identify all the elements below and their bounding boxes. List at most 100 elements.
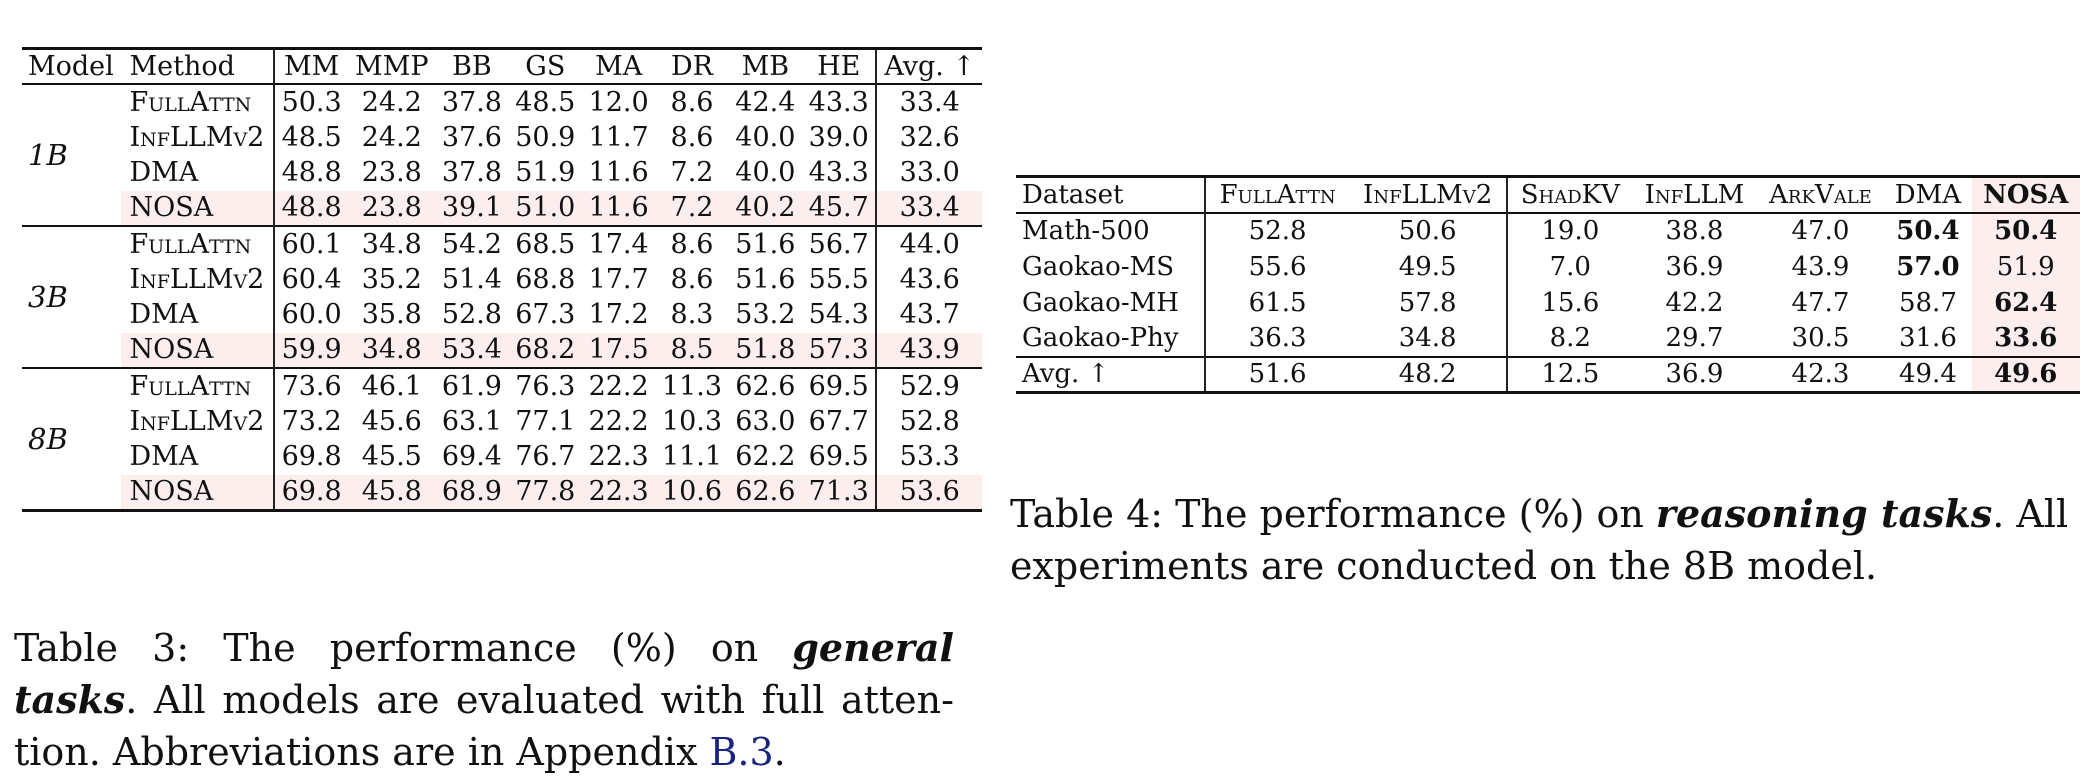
avg-cell: 33.4 <box>875 190 982 226</box>
table-cell: 56.7 <box>808 228 869 260</box>
table-cell: 49.6 <box>1971 356 2080 393</box>
method-label: InfLLMv2 <box>129 263 265 295</box>
table-cell: 48.5 <box>515 86 576 118</box>
caption-emphasis: general <box>792 625 954 670</box>
header-dataset: Dataset <box>1022 179 1124 210</box>
table-cell: 10.6 <box>655 474 729 510</box>
method-label: DMA <box>129 299 199 331</box>
table-cell: 69.8 <box>272 439 349 475</box>
table-cell: 76.3 <box>515 370 576 402</box>
header-col: DR <box>671 51 713 82</box>
table-cell: 34.8 <box>348 332 436 368</box>
table-row: NOSA 69.8 45.8 68.9 77.8 22.3 10.6 62.6 71.3 53.6 <box>22 474 982 510</box>
table-cell: 42.3 <box>1791 359 1850 390</box>
table-cell: 19.0 <box>1506 212 1633 249</box>
table-cell: 60.0 <box>272 297 349 333</box>
model-label: 3B <box>28 280 68 314</box>
method-label: NOSA <box>121 190 274 226</box>
table-cell: 57.8 <box>1398 287 1457 318</box>
table-cell: 8.6 <box>670 121 714 153</box>
table-cell: 51.6 <box>735 228 796 260</box>
avg-cell: 52.8 <box>875 403 982 439</box>
table-cell: 50.4 <box>1896 216 1960 246</box>
table-cell: 42.2 <box>1665 287 1724 318</box>
table-cell: 58.7 <box>1898 287 1957 318</box>
table-cell: 62.2 <box>735 441 796 473</box>
table-cell: 51.0 <box>508 190 582 226</box>
header-col: MM <box>272 48 349 84</box>
table-cell: 8.3 <box>670 299 714 331</box>
avg-cell: 53.3 <box>875 439 982 475</box>
table-cell: 39.1 <box>435 190 509 226</box>
header-col: MB <box>741 51 790 82</box>
table-cell: 50.9 <box>515 121 576 153</box>
table-cell: 63.1 <box>441 405 502 437</box>
table-4-header-row: Dataset FullAttn InfLLMv2 ShadKV InfLLM … <box>1016 176 2080 213</box>
table-row: 8B FullAttn 73.6 46.1 61.9 76.3 22.2 11.3 62.6 69… <box>22 368 982 456</box>
table-cell: 11.3 <box>661 370 723 402</box>
avg-cell: 43.6 <box>875 261 982 297</box>
table-cell: 69.4 <box>441 441 502 473</box>
table-cell: 17.4 <box>588 228 649 260</box>
table-cell: 61.9 <box>441 370 502 402</box>
table-cell: 11.7 <box>588 121 649 153</box>
caption-text: . All experiments are conducted on the 8… <box>1010 492 2069 588</box>
avg-cell: 33.0 <box>875 155 982 191</box>
table-cell: 43.3 <box>808 157 869 189</box>
header-avg: Avg. ↑ <box>875 48 982 84</box>
header-col: FullAttn <box>1204 176 1349 213</box>
table-cell: 55.6 <box>1204 248 1349 285</box>
header-col: BB <box>452 51 492 82</box>
table-cell: 35.2 <box>361 263 422 295</box>
table-cell: 24.2 <box>361 86 422 118</box>
table-row: Avg. ↑ 51.6 48.2 12.5 36.9 42.3 49.4 49.6 <box>1016 356 2080 393</box>
table-4-body: Math-500 52.8 50.6 19.0 38.8 47.0 50.4 50.4 Gaok… <box>1016 212 2080 393</box>
appendix-link[interactable]: B.3 <box>709 730 774 774</box>
table-cell: 50.4 <box>1971 212 2080 249</box>
avg-cell: 43.7 <box>875 297 982 333</box>
header-col-nosa: NOSA <box>1971 176 2080 213</box>
table-cell: 54.3 <box>808 299 869 331</box>
table-cell: 69.8 <box>272 474 349 510</box>
table-cell: 40.2 <box>728 190 803 226</box>
table-cell: 62.4 <box>1971 284 2080 321</box>
table-cell: 51.6 <box>1204 356 1349 393</box>
table-cell: 48.5 <box>272 119 349 155</box>
table-cell: 50.6 <box>1398 216 1457 246</box>
table-cell: 37.6 <box>441 121 502 153</box>
table-cell: 51.6 <box>735 263 796 295</box>
table-cell: 39.0 <box>808 121 869 153</box>
table-cell: 67.7 <box>808 405 869 437</box>
table-cell: 37.8 <box>441 157 502 189</box>
table-cell: 22.2 <box>588 370 649 402</box>
table-row: 3B FullAttn 60.1 34.8 54.2 68.5 17.4 8.6 51.6 56.… <box>22 226 982 314</box>
table-row: NOSA 59.9 34.8 53.4 68.2 17.5 8.5 51.8 57.3 43.9 <box>22 332 982 368</box>
table-cell: 73.2 <box>272 403 349 439</box>
method-label: NOSA <box>121 332 274 368</box>
header-col: HE <box>817 51 861 82</box>
table-cell: 60.4 <box>272 261 349 297</box>
table-cell: 22.3 <box>581 474 656 510</box>
table-row: InfLLMv2 60.4 35.2 51.4 68.8 17.7 8.6 51.6 55.5 4… <box>22 261 982 297</box>
table-cell: 34.8 <box>1398 323 1457 353</box>
dataset-label: Avg. ↑ <box>1022 359 1110 390</box>
table-cell: 8.6 <box>670 228 714 260</box>
table-cell: 43.9 <box>1791 251 1850 282</box>
table-cell: 49.4 <box>1898 359 1957 390</box>
method-label: FullAttn <box>129 370 252 402</box>
table-row: DMA 69.8 45.5 69.4 76.7 22.3 11.1 62.2 69.5 53.3 <box>22 439 982 475</box>
table-cell: 38.8 <box>1665 216 1724 246</box>
method-label: InfLLMv2 <box>129 121 265 153</box>
table-cell: 37.8 <box>441 86 502 118</box>
table-cell: 48.8 <box>272 155 349 191</box>
table-cell: 22.2 <box>588 405 649 437</box>
table-cell: 68.8 <box>515 263 576 295</box>
table-row: Math-500 52.8 50.6 19.0 38.8 47.0 50.4 50.4 <box>1016 212 2080 249</box>
table-cell: 68.9 <box>435 474 509 510</box>
table-cell: 36.9 <box>1665 251 1724 282</box>
table-cell: 62.6 <box>735 370 796 402</box>
table-cell: 52.8 <box>441 299 502 331</box>
table-cell: 76.7 <box>515 441 576 473</box>
caption-text: . <box>773 730 786 774</box>
table-cell: 15.6 <box>1506 284 1633 321</box>
